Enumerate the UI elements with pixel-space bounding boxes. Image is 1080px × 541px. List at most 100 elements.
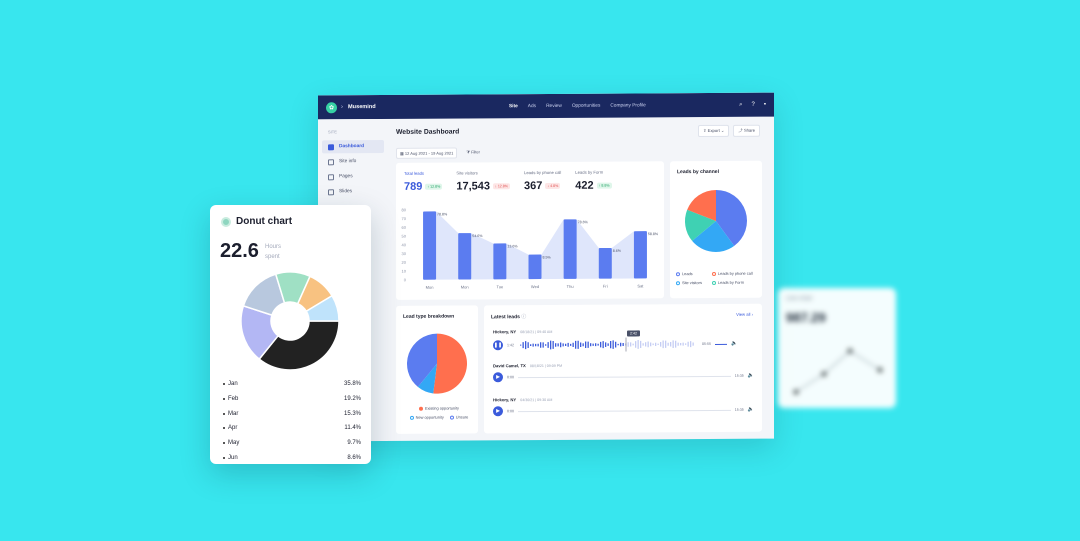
month-row: May 9.7%	[223, 440, 361, 446]
pie-slice-existing-opportunity[interactable]	[433, 333, 467, 394]
waveform-bar	[572, 342, 574, 347]
pie-slice-site-visitors[interactable]	[692, 220, 735, 252]
x-tick-label: Tue	[496, 284, 504, 289]
leaf-logo-icon[interactable]: ✿	[326, 101, 337, 113]
date-range-picker[interactable]: ▦ 12 Aug 2021 - 19 Aug 2021	[396, 147, 458, 159]
waveform-bar	[600, 341, 602, 348]
help-icon[interactable]: ?	[751, 101, 755, 108]
sidebar-item-pages[interactable]: Pages	[322, 170, 384, 183]
bar[interactable]	[598, 247, 612, 279]
kpi-leads-form[interactable]: Leads by Form 422 ↑ 8.8%	[575, 170, 612, 192]
month-name: Jan	[223, 381, 238, 387]
blurred-point	[821, 371, 827, 377]
pie-slice-jan[interactable]	[258, 320, 340, 371]
lead-row[interactable]: Hickory, NY 04/30/21 | 09:30 AM ▶ 0:00 15…	[493, 396, 754, 417]
pie-slice-leads-by-form[interactable]	[685, 209, 716, 241]
audio-waveform[interactable]	[518, 337, 698, 352]
share-button[interactable]: ⤴ Share	[733, 124, 760, 137]
waveform-bar	[645, 342, 647, 347]
blurred-line	[795, 350, 881, 393]
view-all-link[interactable]: View all ›	[736, 311, 753, 317]
blurred-point	[847, 348, 853, 354]
kpi-leads-phone[interactable]: Leads by phone call 367 ↓ 4.8%	[524, 170, 561, 192]
nav-company-profile[interactable]: Company Profile	[610, 102, 646, 109]
bullet-dot	[223, 383, 225, 385]
volume-icon[interactable]: 🔈	[747, 372, 754, 379]
nav-opportunities[interactable]: Opportunities	[571, 103, 601, 109]
volume-icon[interactable]: 🔈	[731, 340, 738, 347]
bar[interactable]	[423, 211, 437, 280]
kpi-value: 789	[404, 180, 423, 193]
pie-slice-new-opportunity[interactable]	[417, 363, 437, 394]
kpi-site-visitors[interactable]: Site visitors 17,543 ↓ 12.8%	[456, 170, 511, 193]
hours-value: 22.6	[220, 240, 259, 262]
bar[interactable]	[528, 254, 542, 280]
notification-icon[interactable]: ▪	[763, 101, 766, 108]
sidebar-item-site-info[interactable]: Site info	[322, 155, 384, 168]
audio-track[interactable]	[518, 409, 731, 412]
x-tick-label: Wed	[531, 284, 539, 289]
audio-duration: 15:35	[734, 373, 744, 378]
month-row: Apr 11.4%	[223, 425, 361, 431]
waveform-bar	[577, 340, 579, 349]
waveform-bar	[545, 344, 547, 346]
waveform-bar	[535, 343, 537, 347]
lead-row[interactable]: Hickory, NY 08/18/21 | 09:40 AM ❚❚ 1:42 0…	[493, 328, 754, 353]
waveform-bar	[552, 341, 554, 349]
bar[interactable]	[458, 233, 472, 280]
waveform-bar	[685, 343, 687, 345]
nav-review[interactable]: Review	[546, 103, 562, 109]
kpi-change: 4.8%	[550, 183, 559, 188]
waveform-bar	[650, 342, 652, 347]
waveform-bar	[690, 341, 692, 348]
waveform-bar	[687, 341, 689, 347]
lead-date: 04/30/21 | 09:30 AM	[520, 397, 553, 403]
month-label: May	[228, 440, 240, 447]
legend-label: Unsure	[455, 414, 469, 420]
pie-slice-leads[interactable]	[716, 189, 747, 246]
bar[interactable]	[633, 231, 647, 279]
month-name: May	[223, 440, 239, 446]
filter-button[interactable]: ⧩ Filter	[466, 149, 480, 155]
waveform-bar	[555, 343, 557, 347]
pie-slice-leads-by-phone-call[interactable]	[687, 189, 716, 221]
waveform-bar	[565, 343, 567, 347]
legend-label: New opportunity	[415, 414, 444, 420]
export-button[interactable]: ⇪ Export ⌄	[697, 124, 730, 138]
bar[interactable]	[493, 243, 507, 280]
play-icon[interactable]: ▶	[493, 372, 503, 383]
play-icon[interactable]: ▶	[493, 406, 503, 417]
bar-data-label: 13.6%	[507, 244, 518, 248]
brand-name[interactable]: Musemind	[348, 104, 376, 111]
sidebar-item-slides[interactable]: Slides	[322, 185, 384, 198]
volume-slider[interactable]	[715, 343, 727, 345]
search-icon[interactable]: ⌕	[739, 101, 743, 108]
audio-track[interactable]	[518, 375, 731, 378]
blurred-line-chart-card: Line chart 987.29	[778, 288, 896, 408]
y-tick-label: 20	[402, 260, 407, 265]
pause-icon[interactable]: ❚❚	[493, 340, 503, 351]
volume-icon[interactable]: 🔈	[747, 406, 754, 413]
month-percent: 35.8%	[343, 381, 361, 387]
kpi-change: 8.8%	[601, 183, 610, 188]
waveform-bar	[682, 342, 684, 346]
waveform-bar	[537, 343, 539, 347]
bullet-dot	[223, 427, 225, 430]
lead-row[interactable]: David Camel, TX 08/18/21 | 09:09 PM ▶ 0:0…	[493, 362, 754, 383]
waveform-bar	[612, 340, 614, 349]
unit-top: Hours	[265, 244, 282, 250]
kpi-change: 12.8%	[430, 184, 441, 189]
y-tick-label: 60	[402, 225, 407, 230]
nav-site[interactable]: Site	[508, 103, 518, 109]
pie-slice-unsure[interactable]	[407, 333, 437, 387]
kpi-total-leads[interactable]: Total leads 789 ↑ 12.8%	[404, 171, 443, 193]
month-percent: 8.6%	[347, 455, 361, 461]
waveform-bar	[547, 342, 549, 348]
bar[interactable]	[563, 219, 577, 279]
nav-ads[interactable]: Ads	[527, 103, 537, 109]
pie-slice-jun[interactable]	[305, 294, 340, 322]
header-actions: ⇪ Export ⌄ ⤴ Share	[697, 124, 760, 138]
leads-by-channel-pie	[685, 189, 747, 252]
legend-dot	[419, 406, 424, 411]
sidebar-item-dashboard[interactable]: Dashboard	[322, 139, 384, 154]
